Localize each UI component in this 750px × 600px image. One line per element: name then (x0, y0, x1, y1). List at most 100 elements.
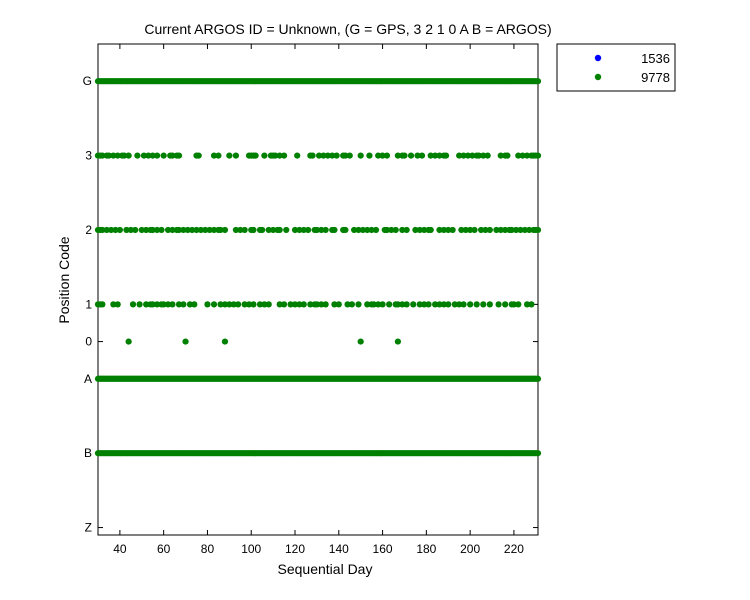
data-point (294, 152, 301, 159)
data-point (221, 301, 229, 308)
data-point (331, 226, 338, 234)
data-point (116, 226, 123, 234)
data-point (300, 301, 307, 308)
data-point (125, 338, 132, 345)
data-point (534, 375, 542, 382)
data-point (469, 152, 476, 159)
data-point (436, 152, 443, 159)
data-point (99, 226, 106, 234)
data-point (232, 226, 240, 234)
data-point (513, 226, 520, 234)
data-point (110, 152, 117, 159)
data-point (313, 226, 321, 234)
data-point (318, 301, 325, 308)
data-point (140, 152, 148, 159)
data-point (169, 152, 176, 159)
data-point (388, 226, 395, 234)
data-point (407, 152, 415, 159)
data-point (149, 226, 156, 234)
data-point (526, 226, 533, 234)
data-point (359, 226, 366, 234)
data-point (221, 338, 229, 345)
data-point (127, 226, 134, 234)
data-point (136, 301, 143, 308)
data-point (456, 152, 463, 159)
data-point (534, 152, 542, 159)
data-point (296, 226, 303, 234)
data-point (445, 226, 452, 234)
data-point (416, 301, 423, 308)
data-point (270, 226, 277, 234)
data-point (342, 152, 349, 159)
data-point (497, 152, 504, 159)
data-point (202, 226, 209, 234)
data-point (379, 152, 386, 159)
data-point (445, 301, 452, 308)
data-point (250, 301, 257, 308)
data-point (204, 301, 211, 308)
data-point (394, 301, 402, 308)
data-point (112, 226, 119, 234)
data-point (534, 450, 542, 457)
chart-title: Current ARGOS ID = Unknown, (G = GPS, 3 … (144, 21, 551, 37)
data-point (105, 152, 113, 159)
data-point (351, 226, 358, 234)
data-point (318, 226, 325, 234)
data-point (206, 226, 213, 234)
data-point (256, 301, 264, 308)
data-point (329, 152, 336, 159)
data-point (534, 78, 542, 85)
data-points (94, 78, 542, 457)
data-point (215, 152, 222, 159)
data-point (504, 152, 511, 159)
data-point (195, 152, 202, 159)
data-point (197, 226, 204, 234)
y-tick-label: B (84, 446, 92, 460)
y-tick-label: G (83, 74, 92, 88)
data-point (440, 301, 447, 308)
data-point (403, 301, 410, 308)
data-point (534, 226, 542, 234)
data-point (210, 226, 218, 234)
data-point (261, 152, 268, 159)
data-point (418, 152, 426, 159)
x-tick-label: 120 (285, 542, 305, 556)
data-point (322, 301, 329, 308)
data-point (291, 226, 299, 234)
data-point (464, 152, 472, 159)
data-point (510, 301, 518, 308)
data-point (320, 152, 327, 159)
data-point (462, 226, 469, 234)
data-point (324, 152, 331, 159)
data-point (241, 301, 248, 308)
data-point (344, 301, 351, 308)
data-point (232, 152, 240, 159)
x-tick-label: 200 (460, 542, 480, 556)
data-point (175, 152, 183, 159)
legend-label: 9778 (641, 70, 670, 85)
data-point (460, 301, 467, 308)
data-point (300, 226, 307, 234)
data-point (383, 152, 391, 159)
data-point (515, 152, 522, 159)
data-point (480, 152, 487, 159)
data-point (335, 301, 342, 308)
data-point (180, 301, 187, 308)
data-point (436, 226, 443, 234)
data-point (164, 301, 172, 308)
data-point (399, 226, 406, 234)
data-point (259, 226, 266, 234)
plot-area: 40 60 80 100 120 140 160 180 200 220 G 3 2 1 0 A B Z (83, 43, 542, 556)
data-point (186, 301, 194, 308)
x-tick-label: 40 (113, 542, 127, 556)
data-point (477, 226, 485, 234)
data-point (357, 338, 364, 345)
data-point (160, 301, 167, 308)
data-point (486, 226, 493, 234)
data-point (515, 301, 522, 308)
data-point (191, 301, 198, 308)
data-point (392, 226, 399, 234)
data-point (182, 338, 189, 345)
data-point (121, 152, 128, 159)
